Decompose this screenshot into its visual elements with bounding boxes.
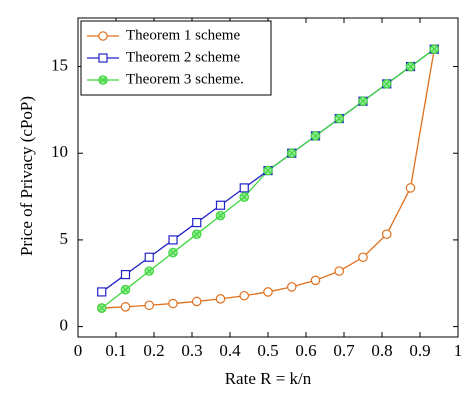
- y-tick-label: 10: [51, 142, 68, 161]
- marker-shape: [334, 266, 345, 276]
- marker-shape: [381, 229, 392, 239]
- marker: [405, 183, 416, 193]
- marker-cross: [240, 193, 248, 201]
- x-tick-label: 0.7: [333, 341, 355, 360]
- marker-shape: [98, 31, 108, 41]
- marker: [334, 266, 345, 276]
- marker-shape: [405, 183, 416, 193]
- marker: [310, 275, 321, 286]
- marker: [239, 192, 250, 202]
- marker-cross: [264, 167, 272, 174]
- marker: [191, 296, 202, 307]
- marker-shape: [120, 269, 131, 280]
- marker: [334, 113, 345, 124]
- x-tick-label: 0.8: [371, 341, 392, 360]
- marker: [191, 229, 202, 239]
- marker: [97, 287, 107, 297]
- marker-shape: [168, 235, 178, 245]
- marker-shape: [358, 252, 368, 263]
- marker: [263, 165, 273, 176]
- marker: [286, 148, 297, 159]
- marker: [192, 217, 202, 228]
- marker-cross: [99, 76, 107, 84]
- y-tick-label: 5: [60, 229, 69, 248]
- x-tick-label: 0: [74, 341, 83, 360]
- marker: [263, 287, 273, 297]
- marker-cross: [407, 63, 414, 70]
- marker-cross: [430, 45, 438, 53]
- y-tick-label: 0: [60, 316, 69, 335]
- x-tick-label: 0.5: [257, 341, 278, 360]
- marker: [96, 303, 107, 313]
- marker: [144, 300, 155, 311]
- x-tick-label: 0.6: [295, 341, 316, 360]
- marker-shape: [191, 296, 202, 307]
- marker: [405, 61, 416, 72]
- marker-cross: [335, 115, 343, 122]
- marker-cross: [383, 80, 391, 88]
- marker-shape: [239, 290, 250, 301]
- x-tick-label: 1: [454, 341, 463, 360]
- marker: [215, 210, 226, 221]
- marker: [381, 229, 392, 239]
- marker-shape: [98, 53, 108, 63]
- marker: [286, 282, 297, 292]
- marker-shape: [144, 252, 154, 262]
- marker: [120, 269, 131, 280]
- marker-cross: [217, 212, 224, 220]
- legend-label: Theorem 2 scheme: [126, 49, 240, 65]
- marker-shape: [192, 217, 202, 228]
- marker: [358, 252, 368, 263]
- marker-shape: [215, 200, 226, 210]
- marker: [215, 200, 226, 210]
- x-axis-label: Rate R = k/n: [225, 369, 312, 388]
- marker-shape: [120, 302, 131, 312]
- y-tick-label: 15: [51, 55, 68, 74]
- marker-shape: [215, 294, 226, 304]
- marker: [429, 44, 440, 55]
- marker-shape: [168, 298, 178, 309]
- marker: [144, 266, 155, 276]
- marker: [98, 53, 108, 63]
- x-tick-label: 0.3: [181, 341, 202, 360]
- marker-cross: [193, 230, 201, 238]
- marker: [310, 131, 321, 141]
- marker-shape: [263, 287, 273, 297]
- marker-cross: [98, 304, 106, 312]
- marker: [168, 247, 178, 258]
- marker-cross: [145, 267, 153, 275]
- legend-label: Theorem 3 scheme.: [126, 71, 244, 87]
- marker-cross: [169, 249, 177, 256]
- marker-shape: [97, 287, 107, 297]
- marker: [120, 284, 131, 295]
- marker: [98, 31, 108, 41]
- x-tick-label: 0.2: [143, 341, 164, 360]
- marker: [215, 294, 226, 304]
- marker-cross: [359, 97, 367, 105]
- marker: [239, 290, 250, 301]
- y-axis-label: Price of Privacy (cPoP): [17, 96, 36, 256]
- marker: [358, 96, 368, 107]
- marker: [168, 298, 178, 309]
- marker: [120, 302, 131, 312]
- marker: [144, 252, 154, 262]
- marker-shape: [310, 275, 321, 286]
- plot-frame: [77, 17, 459, 338]
- x-tick-label: 0.9: [409, 341, 430, 360]
- marker-cross: [288, 149, 296, 157]
- marker-shape: [144, 300, 155, 311]
- marker: [239, 183, 249, 193]
- marker: [98, 75, 108, 85]
- marker-shape: [286, 282, 297, 292]
- legend-label: Theorem 1 scheme: [126, 27, 240, 43]
- marker-shape: [239, 183, 249, 193]
- marker: [168, 235, 178, 245]
- marker-cross: [312, 132, 319, 140]
- x-tick-label: 0.1: [105, 341, 126, 360]
- marker-cross: [122, 286, 129, 294]
- x-tick-label: 0.4: [219, 341, 241, 360]
- marker: [381, 79, 392, 89]
